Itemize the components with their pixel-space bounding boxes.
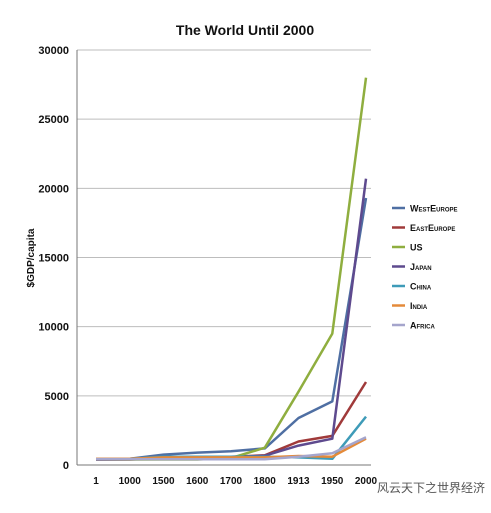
y-tick-label: 25000 [38, 114, 69, 126]
y-tick-label: 30000 [38, 45, 69, 57]
y-tick-label: 15000 [38, 253, 69, 265]
legend-label: WestEurope [410, 204, 458, 214]
watermark-text: 风云天下之世界经济 [376, 481, 485, 495]
x-tick-label: 1500 [152, 476, 175, 487]
x-tick-label: 1600 [186, 476, 209, 487]
y-tick-label: 5000 [45, 391, 69, 403]
x-tick-label: 1700 [220, 476, 243, 487]
legend-label: EastEurope [410, 223, 455, 233]
series-line-us [96, 77, 368, 461]
series-line-westeurope [96, 197, 368, 461]
legend-label: Africa [410, 321, 435, 331]
y-tick-label: 0 [63, 460, 69, 472]
x-tick-label: 1000 [119, 476, 142, 487]
legend-label: India [410, 301, 428, 311]
y-axis-label: $GDP/capita [26, 228, 37, 287]
x-tick-label: 1913 [287, 476, 310, 487]
y-tick-label: 10000 [38, 322, 69, 334]
legend-label: China [410, 282, 432, 292]
x-tick-label: 1800 [254, 476, 277, 487]
x-tick-label: 1 [93, 476, 99, 487]
series-line-japan [95, 178, 368, 461]
chart-title: The World Until 2000 [176, 22, 314, 38]
legend-label: Japan [410, 262, 432, 272]
x-tick-label: 2000 [355, 476, 378, 487]
series-line-africa [96, 436, 367, 461]
series-line-easteurope [96, 381, 368, 461]
y-tick-label: 20000 [38, 183, 69, 195]
x-tick-label: 1950 [321, 476, 344, 487]
legend-label: US [410, 243, 423, 253]
